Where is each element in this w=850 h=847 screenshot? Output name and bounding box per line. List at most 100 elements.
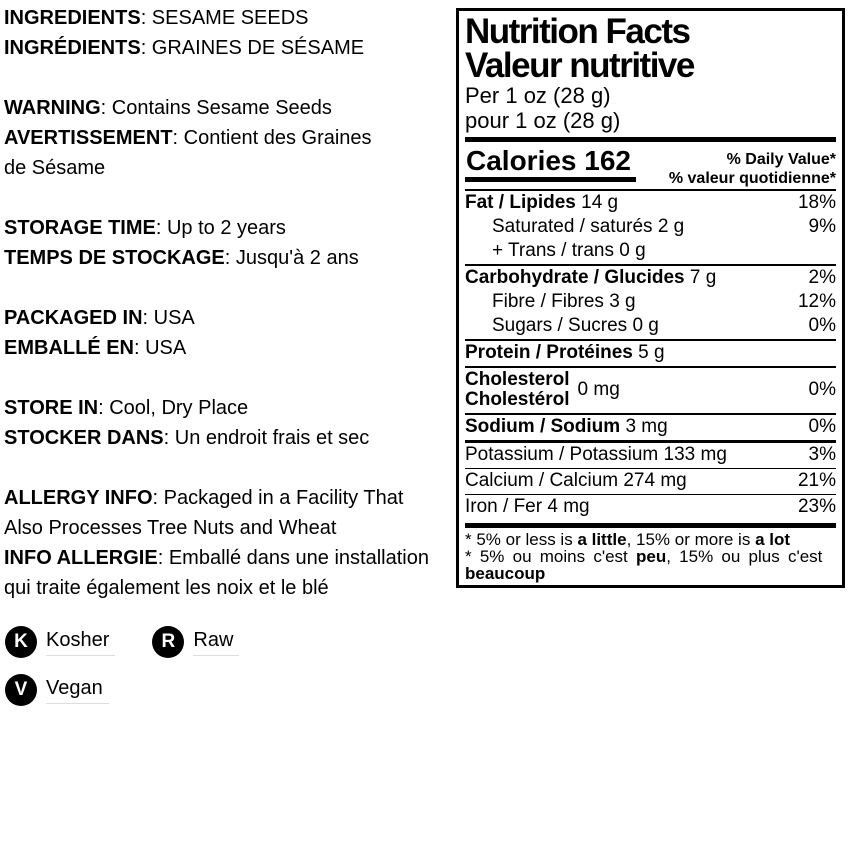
warning-section: WARNING: Contains Sesame Seeds AVERTISSE… [4,93,460,183]
serving-size-en: Per 1 oz (28 g) [465,83,611,108]
sodium-percent: 0% [808,416,836,437]
nutrition-row-carbohydrate: Carbohydrate / Glucides 7 g 2% [465,267,836,288]
nutrition-row-fibre: Fibre / Fibres 3 g 12% [492,291,836,312]
packaged-in-label-fr: EMBALLÉ EN [4,337,134,359]
warning-value-en: : Contains Sesame Seeds [100,97,332,119]
packaged-in-value-fr: : USA [134,337,187,359]
nutrition-title-en: Nutrition Facts [465,12,691,51]
ingredients-label-fr: INGRÉDIENTS [4,37,141,59]
cholesterol-name-fr: Cholestérol [465,389,570,410]
warning-line-fr-cont: de Sésame [4,157,106,179]
nutrition-row-iron: Iron / Fer 4 mg 23% [465,496,836,517]
vegan-icon: V [5,674,37,706]
divider-thin [465,494,836,495]
carbohydrate-percent: 2% [808,267,836,288]
badge-raw-label[interactable]: Raw [193,628,240,656]
footnote-fr-cont: beaucoup [465,564,546,583]
allergy-info-label-fr: INFO ALLERGIE [4,547,158,569]
fibre-percent: 12% [797,291,836,312]
packaged-in-label-en: PACKAGED IN [4,307,143,329]
warning-value-fr: : Contient des Graines [172,127,372,149]
storage-time-line-fr: TEMPS DE STOCKAGE: Jusqu'à 2 ans [4,243,460,273]
saturated-percent: 9% [808,216,836,237]
sugars-percent: 0% [808,315,836,336]
store-in-line-en: STORE IN: Cool, Dry Place [4,393,460,423]
divider [465,366,836,368]
footnote-en: * 5% or less is a little, 15% or more is… [465,530,791,549]
storage-time-section: STORAGE TIME: Up to 2 years TEMPS DE STO… [4,213,460,273]
store-in-label-en: STORE IN [4,397,99,419]
cholesterol-name-en: Cholesterol [465,369,570,390]
packaged-in-line-fr: EMBALLÉ EN: USA [4,333,460,363]
storage-time-label-fr: TEMPS DE STOCKAGE [4,247,225,269]
allergy-info-line-en-cont: Also Processes Tree Nuts and Wheat [4,517,337,539]
warning-label-fr: AVERTISSEMENT [4,127,173,149]
divider-thick [465,137,836,142]
attribute-badges: K Kosher R Raw V Vegan [5,626,276,722]
store-in-value-en: : Cool, Dry Place [98,397,249,419]
nutrition-facts-panel: Nutrition Facts Valeur nutritive Per 1 o… [456,8,845,588]
divider-medium [465,440,836,443]
allergy-info-value-en: : Packaged in a Facility That [152,487,404,509]
nutrition-row-trans: + Trans / trans 0 g [492,240,646,261]
footnote: * 5% or less is a little, 15% or more is… [465,531,836,582]
packaged-in-value-en: : USA [142,307,195,329]
allergy-info-section: ALLERGY INFO: Packaged in a Facility Tha… [4,483,460,603]
store-in-line-fr: STOCKER DANS: Un endroit frais et sec [4,423,460,453]
calcium-percent: 21% [797,470,836,491]
raw-icon: R [152,626,185,658]
warning-line-fr: AVERTISSEMENT: Contient des Graines [4,123,460,153]
badge-kosher-label[interactable]: Kosher [46,628,116,656]
nutrition-row-fat: Fat / Lipides 14 g 18% [465,192,836,213]
calories-row: Calories 162 % Daily Value* % valeur quo… [465,145,836,188]
divider [465,413,836,415]
warning-label-en: WARNING [4,97,101,119]
storage-time-label-en: STORAGE TIME [4,217,156,239]
warning-line-en: WARNING: Contains Sesame Seeds [4,93,460,123]
nutrition-row-sodium: Sodium / Sodium 3 mg 0% [465,416,836,437]
nutrition-row-potassium: Potassium / Potassium 133 mg 3% [465,444,836,465]
divider [465,339,836,341]
store-in-value-fr: : Un endroit frais et sec [163,427,370,449]
packaged-in-section: PACKAGED IN: USA EMBALLÉ EN: USA [4,303,460,363]
badge-row-2: V Vegan [5,674,276,706]
badge-vegan[interactable]: V Vegan [5,674,109,706]
cholesterol-percent: 0% [808,379,836,400]
store-in-label-fr: STOCKER DANS [4,427,164,449]
divider [465,189,836,191]
ingredients-line-fr: INGRÉDIENTS: GRAINES DE SÉSAME [4,33,460,63]
allergy-info-label-en: ALLERGY INFO [4,487,153,509]
ingredients-value-en: : SESAME SEEDS [140,7,309,29]
allergy-info-line-fr-cont: qui traite également les noix et le blé [4,577,329,599]
calories-value: Calories 162 [465,145,636,188]
nutrition-row-cholesterol: Cholesterol Cholestérol 0 mg 0% [465,368,836,412]
nutrition-row-sugars: Sugars / Sucres 0 g 0% [492,315,836,336]
ingredients-section: INGREDIENTS: SESAME SEEDS INGRÉDIENTS: G… [4,3,460,63]
allergy-info-line-fr: INFO ALLERGIE: Emballé dans une installa… [4,543,460,573]
iron-percent: 23% [797,496,836,517]
badge-raw[interactable]: R Raw [152,626,240,658]
ingredients-line-en: INGREDIENTS: SESAME SEEDS [4,3,460,33]
storage-time-value-en: : Up to 2 years [155,217,286,239]
divider-thin [465,468,836,469]
allergy-info-value-fr: : Emballé dans une installation [157,547,429,569]
cholesterol-amount: 0 mg [577,379,620,400]
badge-kosher[interactable]: K Kosher [5,626,116,658]
allergy-info-line-en: ALLERGY INFO: Packaged in a Facility Tha… [4,483,460,513]
storage-time-value-fr: : Jusqu'à 2 ans [224,247,359,269]
divider [465,264,836,266]
fat-percent: 18% [797,192,836,213]
kosher-icon: K [5,626,37,658]
packaged-in-line-en: PACKAGED IN: USA [4,303,460,333]
serving-size-fr: pour 1 oz (28 g) [465,108,621,133]
nutrition-title-fr: Valeur nutritive [465,46,695,85]
badge-row-1: K Kosher R Raw [5,626,276,658]
nutrition-row-saturated: Saturated / saturés 2 g 9% [492,216,836,237]
nutrition-row-protein: Protein / Protéines 5 g [465,342,665,363]
ingredients-value-fr: : GRAINES DE SÉSAME [140,37,365,59]
storage-time-line-en: STORAGE TIME: Up to 2 years [4,213,460,243]
nutrition-row-calcium: Calcium / Calcium 274 mg 21% [465,470,836,491]
badge-vegan-label[interactable]: Vegan [46,676,109,704]
daily-value-header: % Daily Value* % valeur quotidienne* [668,151,836,187]
store-in-section: STORE IN: Cool, Dry Place STOCKER DANS: … [4,393,460,453]
